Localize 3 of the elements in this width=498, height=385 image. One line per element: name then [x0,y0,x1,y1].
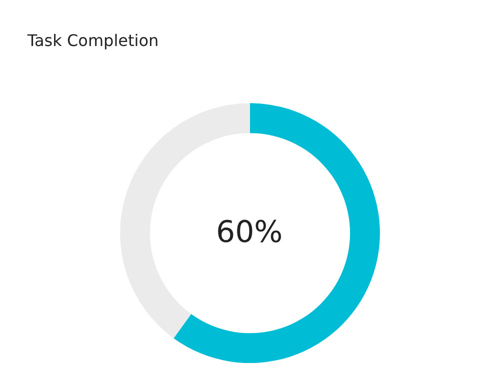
donut-slice [174,103,380,364]
chart-title: Task Completion [26,31,159,50]
text: 60% [216,215,283,250]
